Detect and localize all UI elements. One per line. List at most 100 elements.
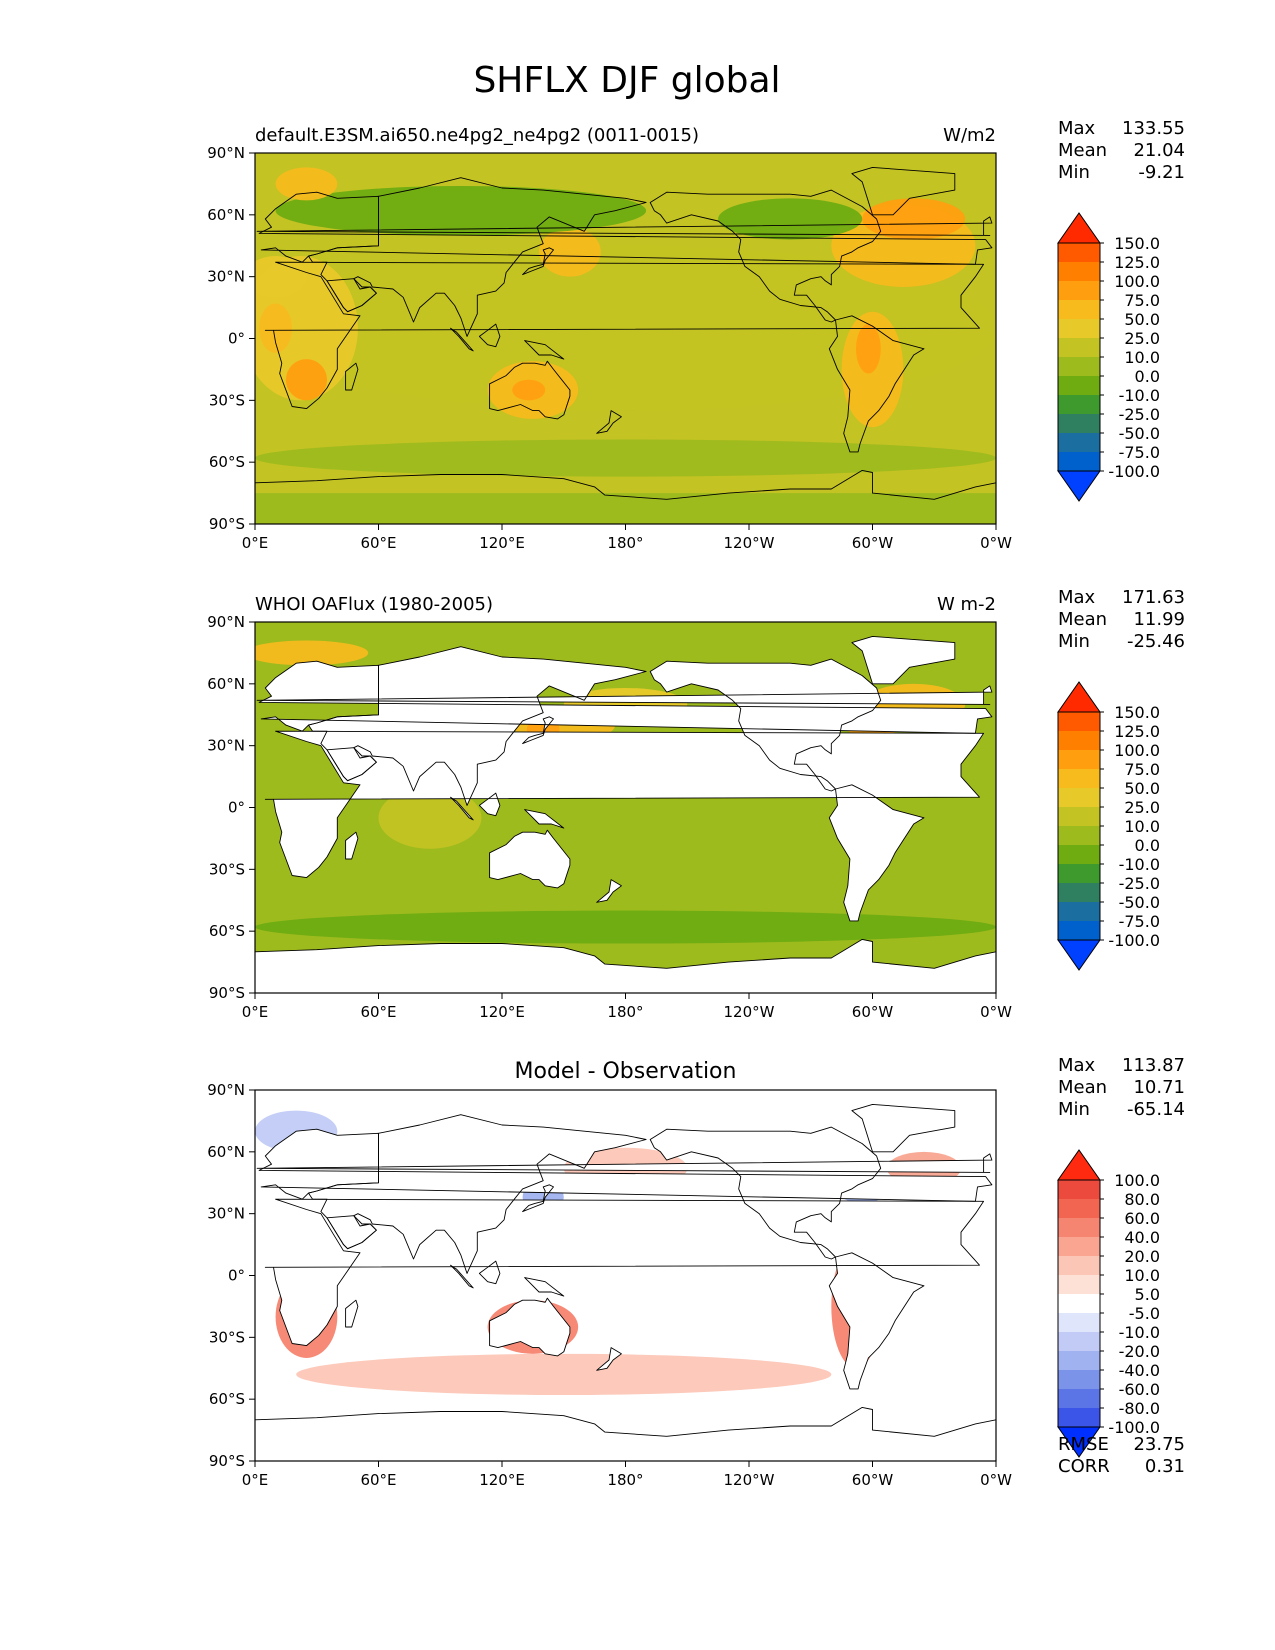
field-region <box>255 911 996 944</box>
field-region <box>512 380 545 401</box>
panel-title-left: WHOI OAFlux (1980-2005) <box>255 594 493 615</box>
colorbar-band <box>1058 1275 1100 1294</box>
y-tick-label: 60°N <box>207 206 245 224</box>
x-tick-label: 120°W <box>724 1471 775 1489</box>
stat-label: Min <box>1058 162 1090 183</box>
colorbar-band <box>1058 845 1100 864</box>
colorbar-band <box>1058 883 1100 902</box>
colorbar-label: 10.0 <box>1124 1266 1160 1285</box>
y-tick-label: 30°S <box>209 1328 245 1346</box>
stat-label: Mean <box>1058 609 1107 630</box>
panel-title-center: Model - Observation <box>515 1059 737 1084</box>
field-region <box>255 439 996 476</box>
colorbar-label: -75.0 <box>1119 912 1160 931</box>
x-tick-label: 60°E <box>360 534 396 552</box>
y-tick-label: 90°N <box>207 144 245 162</box>
field-region <box>862 198 965 239</box>
colorbar-band <box>1058 395 1100 414</box>
colorbar-band <box>1058 826 1100 845</box>
stat-value: -25.46 <box>1127 631 1185 652</box>
x-tick-label: 120°E <box>479 534 525 552</box>
colorbar-band <box>1058 788 1100 807</box>
y-tick-label: 60°S <box>209 1390 245 1408</box>
colorbar-label: -25.0 <box>1119 874 1160 893</box>
colorbar-label: -5.0 <box>1129 1304 1160 1323</box>
stat-label: Max <box>1058 118 1096 139</box>
colorbar-band <box>1058 921 1100 940</box>
colorbar-band <box>1058 1180 1100 1199</box>
colorbar-label: 5.0 <box>1135 1285 1160 1304</box>
panel-observation: 0°E 60°E 120°E 180° 120°W 60°W 0°W90°N60°N30°N… <box>207 587 1185 1021</box>
colorbar-band <box>1058 1408 1100 1427</box>
colorbar-band <box>1058 1218 1100 1237</box>
y-tick-label: 60°S <box>209 453 245 471</box>
x-tick-label: 120°W <box>724 1003 775 1021</box>
colorbar-band <box>1058 338 1100 357</box>
colorbar-label: 25.0 <box>1124 798 1160 817</box>
stat-value: 113.87 <box>1122 1055 1185 1076</box>
colorbar-label: -20.0 <box>1119 1342 1160 1361</box>
x-tick-label: 60°W <box>852 1471 894 1489</box>
x-tick-label: 60°W <box>852 1003 894 1021</box>
colorbar-label: 10.0 <box>1124 348 1160 367</box>
colorbar-band <box>1058 1370 1100 1389</box>
colorbar-label: -10.0 <box>1119 855 1160 874</box>
y-tick-label: 30°S <box>209 391 245 409</box>
field-region <box>296 1354 831 1395</box>
y-tick-label: 60°N <box>207 675 245 693</box>
colorbar-label: 75.0 <box>1124 760 1160 779</box>
extra-stat-value: 23.75 <box>1133 1434 1185 1455</box>
y-tick-label: 0° <box>228 1267 245 1285</box>
stat-value: 11.99 <box>1133 609 1185 630</box>
colorbar-extend-max <box>1058 682 1100 712</box>
figure-title: SHFLX DJF global <box>473 60 780 101</box>
colorbar-label: 0.0 <box>1135 367 1160 386</box>
y-tick-label: 30°N <box>207 737 245 755</box>
stat-value: -9.21 <box>1138 162 1185 183</box>
colorbar-band <box>1058 1313 1100 1332</box>
colorbar-band <box>1058 1389 1100 1408</box>
x-tick-label: 120°W <box>724 534 775 552</box>
colorbar-band <box>1058 731 1100 750</box>
x-tick-label: 60°E <box>360 1003 396 1021</box>
colorbar-band <box>1058 357 1100 376</box>
colorbar-label: 60.0 <box>1124 1209 1160 1228</box>
y-tick-label: 0° <box>228 330 245 348</box>
colorbar-label: -10.0 <box>1119 1323 1160 1342</box>
colorbar-label: 0.0 <box>1135 836 1160 855</box>
colorbar-label: -75.0 <box>1119 443 1160 462</box>
colorbar-label: 40.0 <box>1124 1228 1160 1247</box>
figure: SHFLX DJF global 0°E 60°E 120°E 180° 120°W 60… <box>0 0 1275 1650</box>
colorbar-extend-max <box>1058 1150 1100 1180</box>
colorbar-band <box>1058 262 1100 281</box>
colorbar-label: -40.0 <box>1119 1361 1160 1380</box>
x-tick-label: 0°W <box>980 1471 1012 1489</box>
stat-value: 171.63 <box>1122 587 1185 608</box>
colorbar-label: 10.0 <box>1124 817 1160 836</box>
field-region <box>539 227 601 276</box>
x-tick-label: 60°W <box>852 534 894 552</box>
panel-model: 0°E 60°E 120°E 180° 120°W 60°W 0°W 90°N 60°N 30°N… <box>207 118 1185 552</box>
stat-value: 10.71 <box>1133 1077 1185 1098</box>
field-region <box>255 493 996 524</box>
stat-label: Mean <box>1058 1077 1107 1098</box>
colorbar-band <box>1058 300 1100 319</box>
colorbar-label: -100.0 <box>1108 462 1160 481</box>
colorbar-band <box>1058 807 1100 826</box>
colorbar-band <box>1058 319 1100 338</box>
colorbar-label: -25.0 <box>1119 405 1160 424</box>
y-tick-label: 0° <box>228 799 245 817</box>
colorbar-band <box>1058 414 1100 433</box>
colorbar-label: -10.0 <box>1119 386 1160 405</box>
colorbar-band <box>1058 452 1100 471</box>
colorbar-band <box>1058 1199 1100 1218</box>
x-tick-label: 120°E <box>479 1471 525 1489</box>
stat-value: -65.14 <box>1127 1099 1185 1120</box>
colorbar-band <box>1058 243 1100 262</box>
y-tick-label: 60°S <box>209 922 245 940</box>
y-tick-label: 30°S <box>209 860 245 878</box>
x-tick-label: 60°E <box>360 1471 396 1489</box>
field-region <box>259 303 292 352</box>
colorbar-label: -80.0 <box>1119 1399 1160 1418</box>
colorbar-label: 75.0 <box>1124 291 1160 310</box>
